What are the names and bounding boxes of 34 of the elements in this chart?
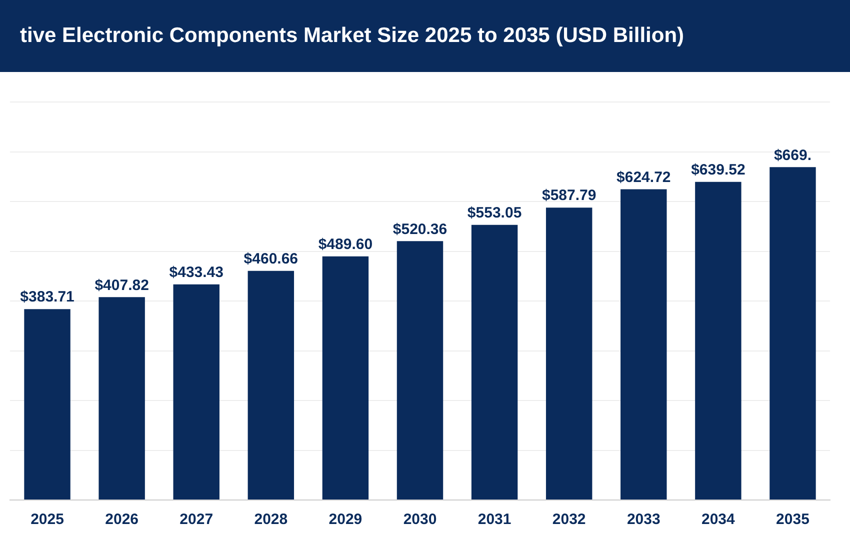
bar [546,208,592,500]
bar [695,182,742,500]
x-tick-label: 2032 [552,511,586,528]
bar [173,284,220,500]
data-label: $460.66 [244,250,298,268]
data-label: $407.82 [94,276,149,294]
data-label: $587.79 [542,187,596,204]
x-tick-label: 2025 [30,511,64,528]
data-label: $624.72 [616,168,671,186]
x-tick-label: 2035 [776,511,810,528]
bar [471,224,518,500]
data-label: $669. [774,146,812,164]
chart-title: tive Electronic Components Market Size 2025 to 2035 (USD Billion) [0,0,850,72]
bar [770,167,816,500]
x-tick-label: 2028 [254,511,288,528]
x-tick-label: 2031 [478,511,512,528]
bar [248,270,294,500]
x-tick-label: 2027 [180,511,214,528]
bar [396,241,444,500]
x-tick-label: 2029 [328,511,362,528]
x-tick-label: 2033 [626,511,660,528]
data-label: $383.71 [20,288,74,306]
data-label: $433.43 [169,264,224,282]
x-tick-label: 2034 [701,511,736,528]
data-label: $520.36 [392,220,448,238]
bar [98,297,145,500]
data-label: $553.05 [467,204,522,222]
data-label: $639.52 [691,161,746,178]
bar [24,309,70,500]
bar [620,189,667,500]
data-label: $489.60 [318,236,373,254]
x-tick-label: 2026 [105,511,139,528]
bar [322,256,369,500]
x-tick-label: 2030 [403,511,437,528]
